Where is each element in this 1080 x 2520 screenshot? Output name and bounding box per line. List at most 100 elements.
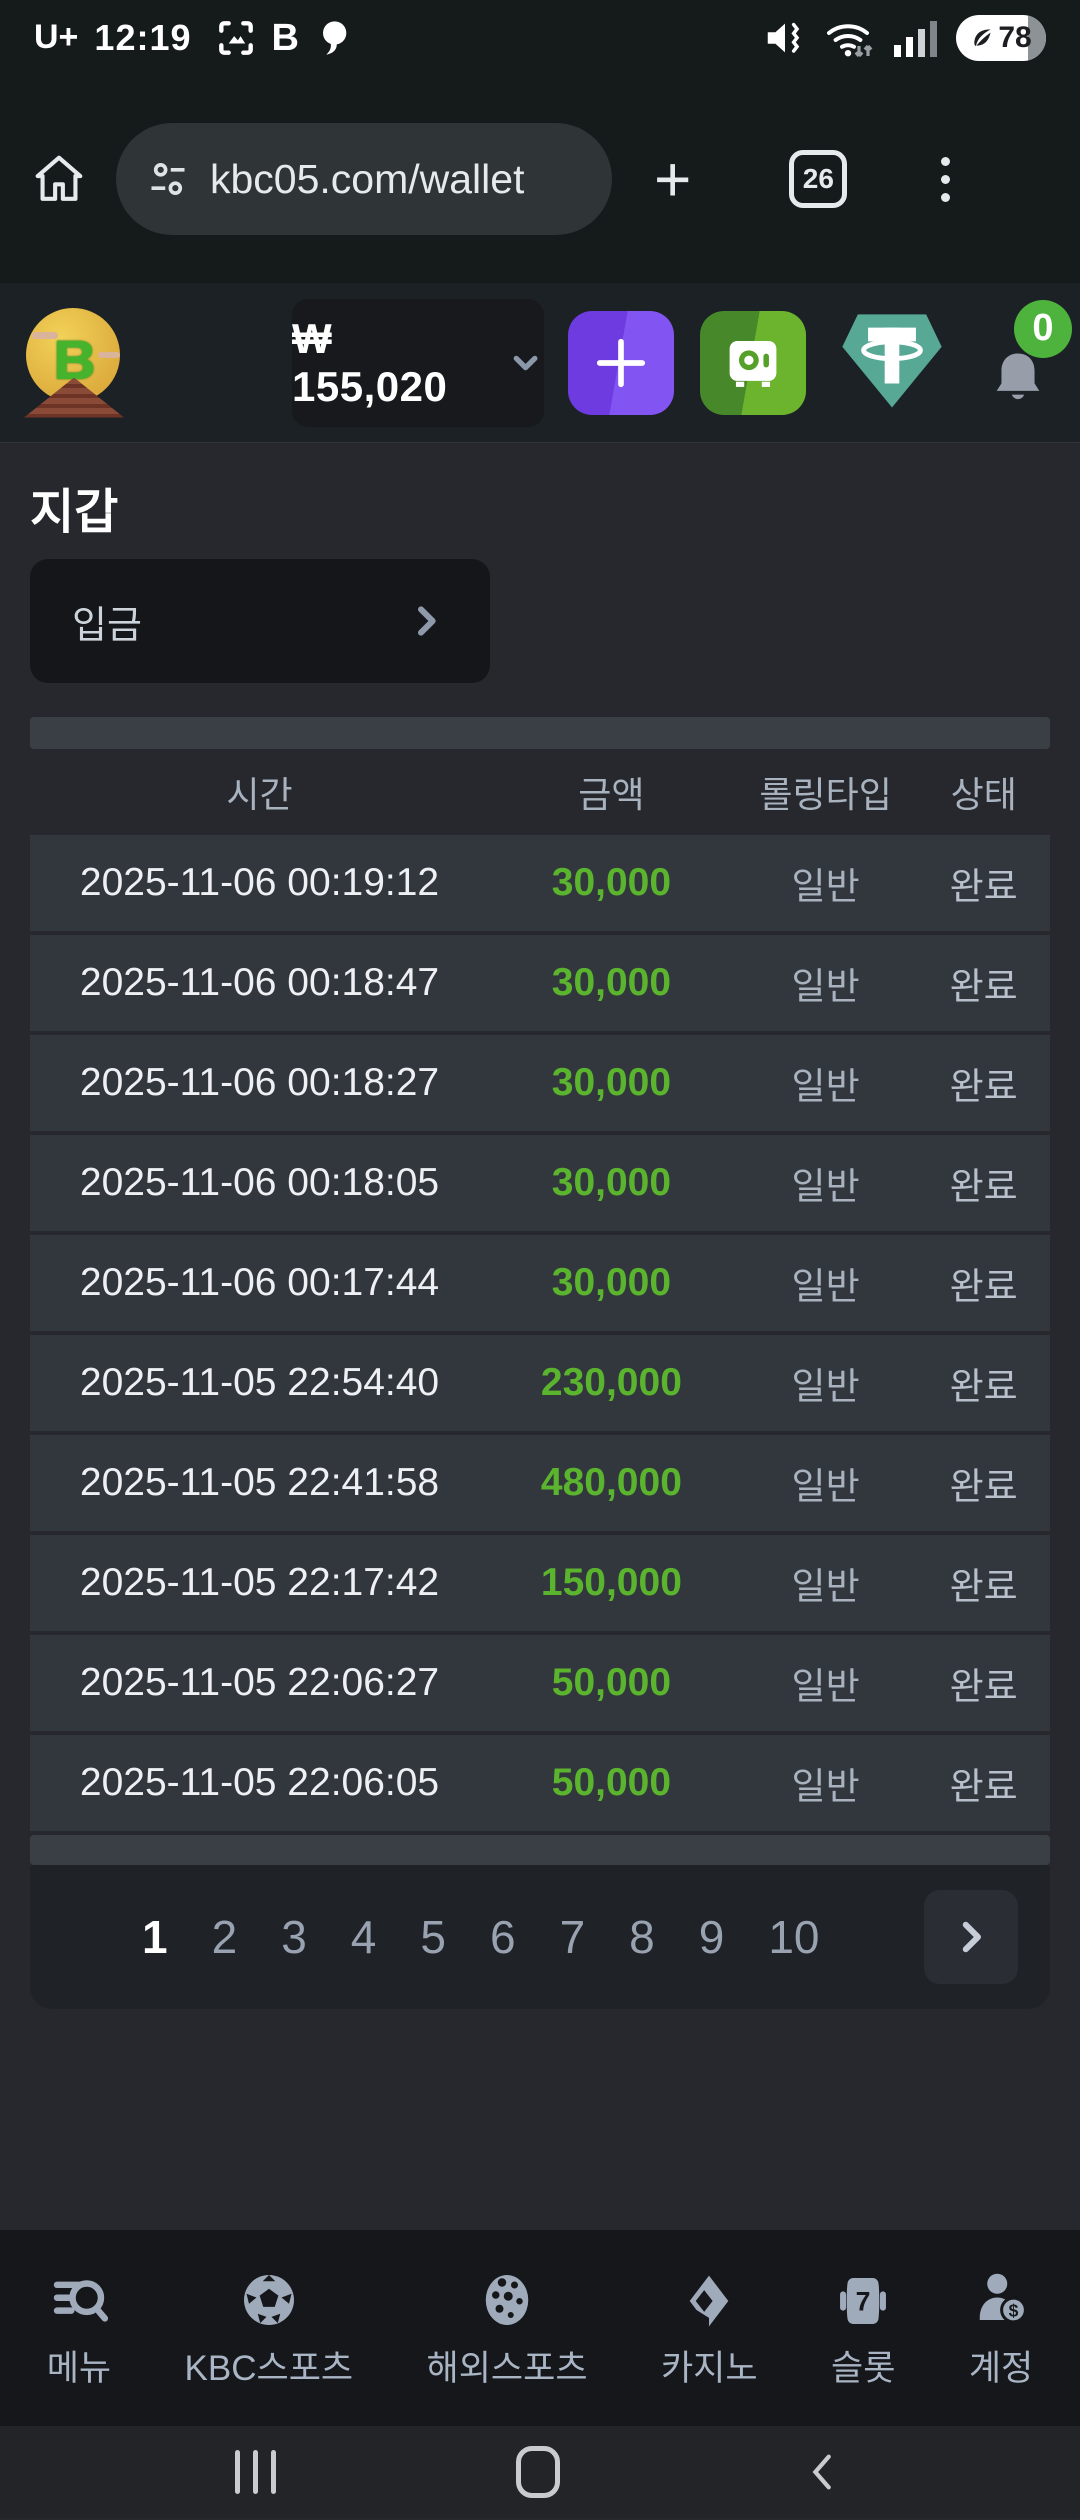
table-row[interactable]: 2025-11-05 22:54:40 230,000 일반 완료 (30, 1335, 1050, 1431)
row-status: 완료 (949, 1266, 1018, 1307)
pagination-page-number[interactable]: 10 (768, 1911, 820, 1963)
pagination-page-number[interactable]: 7 (559, 1911, 586, 1963)
casino-cards-icon (689, 2275, 729, 2326)
row-rolling-type: 일반 (791, 1266, 860, 1307)
bell-icon (996, 353, 1040, 399)
table-row[interactable]: 2025-11-05 22:06:05 50,000 일반 완료 (30, 1735, 1050, 1831)
home-icon[interactable] (30, 150, 88, 208)
row-amount: 480,000 (540, 1461, 682, 1504)
row-rolling-type: 일반 (791, 1366, 860, 1407)
table-row[interactable]: 2025-11-06 00:17:44 30,000 일반 완료 (30, 1235, 1050, 1331)
nav-item-casino[interactable]: 카지노 (661, 2266, 758, 2391)
pagination-page-number[interactable]: 5 (420, 1911, 446, 1963)
chat-notification-icon (322, 20, 347, 55)
balance-amount: ₩ 155,020 (292, 314, 448, 410)
balance-dropdown[interactable]: ₩ 155,020 (292, 298, 544, 427)
row-rolling-type: 일반 (791, 1666, 860, 1707)
account-icon: $ (979, 2273, 1027, 2323)
row-rolling-type: 일반 (791, 1766, 860, 1807)
row-status: 완료 (949, 1666, 1018, 1707)
row-time: 2025-11-05 22:54:40 (79, 1361, 440, 1404)
nav-label: KBC스포츠 (184, 2348, 354, 2388)
menu-search-icon (53, 2279, 108, 2322)
nav-label: 슬롯 (831, 2348, 896, 2388)
row-status: 완료 (949, 866, 1018, 907)
row-rolling-type: 일반 (791, 1166, 860, 1207)
row-time: 2025-11-06 00:18:05 (79, 1161, 440, 1204)
row-time: 2025-11-06 00:18:27 (79, 1061, 440, 1104)
nav-item-account[interactable]: $ 계정 (969, 2266, 1033, 2391)
row-rolling-type: 일반 (791, 1066, 860, 1107)
content-spacer (30, 2009, 1050, 2230)
nav-item-overseas-sports[interactable]: 해외스포츠 (427, 2266, 588, 2391)
wallet-page: 지갑 입금 시간 금액 롤링타입 상태 2025-11-06 00:19:12 … (0, 443, 1080, 2230)
table-row[interactable]: 2025-11-05 22:06:27 50,000 일반 완료 (30, 1635, 1050, 1731)
cellular-signal-icon (894, 20, 937, 57)
site-logo[interactable]: ʙ (22, 307, 126, 418)
nav-item-menu[interactable]: 메뉴 (47, 2266, 111, 2391)
row-status: 완료 (949, 1466, 1018, 1507)
bottom-navigation: 메뉴 KBC스포츠 해외스포츠 카지노 7 슬롯 $ 계정 (0, 2230, 1080, 2426)
address-bar[interactable]: kbc05.com/wallet (116, 123, 612, 235)
battery-indicator: 78 (956, 14, 1046, 61)
recents-button[interactable] (234, 2450, 276, 2494)
browser-toolbar: kbc05.com/wallet + 26 (0, 75, 1080, 283)
deposit-button[interactable]: 입금 (30, 559, 490, 683)
url-text[interactable]: kbc05.com/wallet (210, 155, 525, 202)
plus-icon (596, 338, 646, 387)
site-header: ʙ ₩ 155,020 0 (0, 283, 1080, 443)
nav-item-slots[interactable]: 7 슬롯 (831, 2266, 895, 2391)
wifi-icon (827, 23, 873, 57)
pagination-page-number[interactable]: 4 (350, 1911, 377, 1963)
nav-label: 카지노 (660, 2348, 758, 2388)
table-scrollbar-bottom[interactable] (30, 1835, 1050, 1865)
row-amount: 150,000 (540, 1561, 682, 1604)
pagination-page-number[interactable]: 9 (698, 1911, 725, 1963)
chevron-right-icon (962, 1921, 981, 1953)
row-status: 완료 (949, 966, 1018, 1007)
deposit-label: 입금 (72, 604, 142, 647)
page-title: 지갑 (30, 486, 119, 539)
row-rolling-type: 일반 (791, 966, 860, 1007)
android-home-button[interactable] (515, 2446, 560, 2498)
browser-menu-button[interactable] (935, 151, 956, 208)
transaction-table-body: 2025-11-06 00:19:12 30,000 일반 완료 2025-11… (30, 835, 1050, 1831)
svg-text:7: 7 (856, 2286, 871, 2316)
table-header: 시간 금액 롤링타입 상태 (30, 749, 1050, 835)
notifications-button[interactable]: 0 (986, 299, 1072, 418)
pagination-page-number[interactable]: 6 (489, 1911, 516, 1963)
pagination-next-button[interactable] (924, 1890, 1018, 1984)
pagination-page-number[interactable]: 8 (629, 1911, 655, 1963)
back-button[interactable] (800, 2449, 846, 2495)
deposit-quick-button[interactable] (568, 310, 674, 415)
row-rolling-type: 일반 (791, 1466, 860, 1507)
nav-label: 메뉴 (46, 2348, 112, 2388)
table-row[interactable]: 2025-11-06 00:18:05 30,000 일반 완료 (30, 1135, 1050, 1231)
pagination-page-number[interactable]: 1 (142, 1911, 168, 1963)
row-status: 완료 (949, 1766, 1018, 1807)
table-row[interactable]: 2025-11-06 00:19:12 30,000 일반 완료 (30, 835, 1050, 931)
table-row[interactable]: 2025-11-05 22:17:42 150,000 일반 완료 (30, 1535, 1050, 1631)
site-controls-icon[interactable] (146, 157, 190, 201)
tether-icon (842, 314, 942, 408)
table-row[interactable]: 2025-11-05 22:41:58 480,000 일반 완료 (30, 1435, 1050, 1531)
mute-vibrate-icon (767, 22, 800, 53)
new-tab-button[interactable]: + (654, 143, 692, 215)
column-header-time: 시간 (226, 774, 293, 815)
chevron-right-icon (418, 606, 436, 636)
row-rolling-type: 일반 (791, 866, 860, 907)
chevron-down-icon (513, 355, 538, 370)
vault-button[interactable] (700, 310, 806, 415)
pagination-page-number[interactable]: 3 (281, 1911, 307, 1963)
pagination: 1 2 3 4 5 6 7 8 9 10 (30, 1865, 1050, 2009)
table-row[interactable]: 2025-11-06 00:18:47 30,000 일반 완료 (30, 935, 1050, 1031)
tab-counter-button[interactable]: 26 (789, 150, 848, 208)
column-header-status: 상태 (950, 774, 1017, 815)
table-scrollbar-top[interactable] (30, 717, 1050, 749)
tether-button[interactable] (838, 309, 946, 416)
pagination-page-number[interactable]: 2 (211, 1911, 238, 1963)
column-header-amount: 금액 (578, 774, 645, 815)
nav-item-kbc-sports[interactable]: KBC스포츠 (184, 2266, 354, 2391)
table-row[interactable]: 2025-11-06 00:18:27 30,000 일반 완료 (30, 1035, 1050, 1131)
